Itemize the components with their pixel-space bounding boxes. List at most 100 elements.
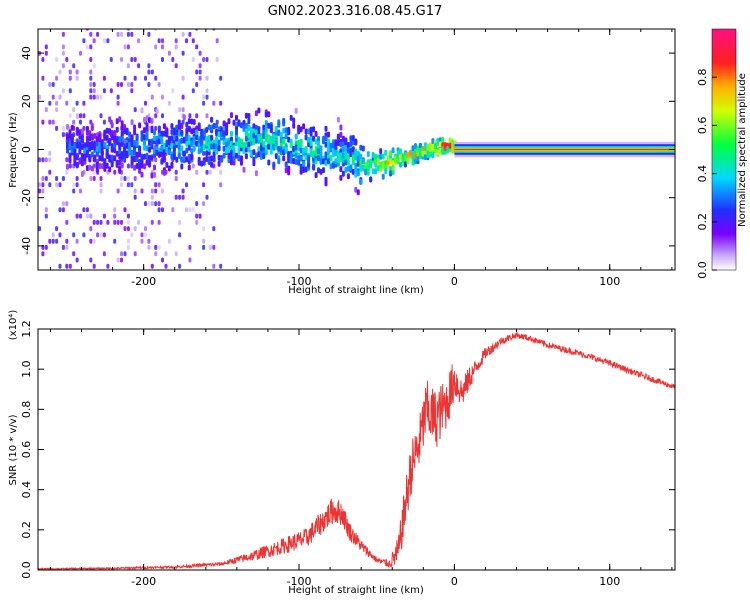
spectrogram-cell	[177, 119, 181, 126]
spectrogram-cell	[195, 44, 199, 50]
spectrogram-cell	[109, 88, 113, 94]
colorbar-gradient	[711, 28, 737, 271]
spectrogram-cell	[148, 146, 151, 153]
spectrogram-cell	[88, 130, 92, 137]
spectrogram-cell	[44, 176, 48, 181]
spectrogram-cell	[95, 161, 99, 168]
spectrogram-cell	[55, 75, 59, 81]
spectrogram-cell	[108, 154, 112, 161]
spectrogram-cell	[292, 117, 296, 124]
spectrogram-cell	[72, 251, 76, 257]
spectrogram-cell	[376, 165, 380, 172]
spectrogram-cell	[88, 164, 92, 171]
spectrogram-cell	[267, 159, 271, 166]
spectrogram-cell	[89, 57, 93, 62]
spectrogram-cell	[61, 125, 65, 131]
spectrogram-cell	[225, 126, 229, 133]
spectrogram-cell	[200, 146, 204, 153]
spectrogram-cell	[130, 138, 134, 145]
spectrogram-cell	[180, 123, 184, 129]
spectrogram-cell	[282, 149, 286, 156]
spectrogram-cell	[161, 207, 164, 213]
spectrogram-cell	[181, 188, 185, 194]
spectrogram-cell	[145, 131, 149, 137]
spectrogram-cell	[181, 75, 185, 81]
spectrogram-cell	[102, 213, 106, 219]
spectrogram-cell	[391, 160, 395, 167]
spectrogram-cell	[99, 219, 103, 225]
spectrogram-cell	[133, 107, 137, 113]
spectrogram-cell	[282, 117, 286, 124]
spectrogram-cell	[113, 207, 117, 213]
spectrogram-cell	[346, 165, 350, 172]
spectrogram-cell	[150, 94, 154, 100]
spectrogram-cell	[284, 161, 288, 168]
spectrogram-cell	[307, 157, 311, 164]
spectrogram-cell	[154, 201, 158, 207]
spectrogram-cell	[61, 44, 65, 50]
spectrogram-cell	[185, 182, 188, 188]
spectrogram-cell	[322, 158, 325, 165]
spectrogram-cell	[120, 162, 124, 169]
spectrogram-cell	[349, 165, 353, 171]
spectrogram-cell	[312, 135, 316, 142]
spectrogram-cell	[41, 188, 45, 194]
spectrogram-cell	[212, 100, 216, 106]
spectrogram-cell	[451, 139, 455, 146]
spectrogram-cell	[220, 156, 224, 163]
spectrogram-cell	[242, 148, 246, 155]
spectrogram-cell	[144, 75, 147, 81]
spectrogram-cell	[359, 165, 363, 172]
spectrogram-cell	[150, 263, 154, 269]
spectrogram-cell	[148, 117, 151, 124]
spectrogram-cell	[284, 167, 288, 174]
spectrogram-cell	[48, 157, 52, 163]
spectrogram-cell	[98, 141, 102, 148]
spectrogram-cell	[279, 131, 283, 138]
spectrogram-cell	[110, 122, 114, 129]
spectrogram-cell	[174, 38, 178, 44]
spectrogram-cell	[359, 178, 363, 185]
spectrogram-y-tick-label: 20	[20, 94, 33, 108]
spectrogram-cell	[215, 122, 219, 129]
spectrogram-cell	[198, 69, 202, 75]
spectrogram-cell	[73, 143, 77, 149]
spectrogram-cell	[113, 130, 117, 136]
snr-series-line	[38, 332, 675, 570]
spectrogram-cell	[354, 154, 358, 161]
spectrogram-cell	[154, 244, 158, 250]
spectrogram-cell	[120, 124, 124, 131]
spectrogram-cell	[232, 155, 236, 162]
spectrogram-cell	[297, 139, 301, 146]
spectrogram-cell	[100, 139, 104, 146]
spectrogram-cell	[172, 145, 176, 152]
spectrogram-cell	[175, 129, 179, 136]
spectrogram-cell	[140, 107, 144, 114]
spectrogram-cell	[140, 160, 144, 167]
spectrogram-cell	[212, 29, 216, 31]
spectrogram-cell	[431, 138, 435, 144]
spectrogram-cell	[242, 124, 246, 131]
spectrogram-cell	[319, 151, 323, 158]
spectrogram-cell	[137, 38, 141, 44]
spectrogram-cell	[244, 146, 248, 153]
spectrogram-cell	[240, 138, 243, 145]
spectrogram-cell	[217, 131, 221, 138]
spectrogram-cell	[41, 182, 45, 188]
spectrogram-cell	[292, 145, 296, 152]
spectrogram-cell	[259, 135, 263, 142]
spectrogram-cell	[41, 157, 45, 163]
spectrogram-cell	[140, 171, 144, 178]
spectrogram-cell	[90, 165, 94, 172]
spectrogram-cell	[195, 201, 199, 207]
spectrogram-cell	[82, 207, 86, 213]
spectrogram-cell	[192, 136, 196, 143]
spectrogram-cell	[391, 164, 395, 171]
spectrogram-cell	[116, 257, 120, 263]
spectrogram-cell	[110, 143, 114, 150]
spectrogram-cell	[65, 238, 69, 244]
colorbar-tick-label: 0.6	[696, 117, 709, 134]
spectrogram-cell	[200, 160, 204, 167]
spectrogram-cell	[344, 137, 348, 144]
spectrogram-cell	[123, 44, 127, 50]
